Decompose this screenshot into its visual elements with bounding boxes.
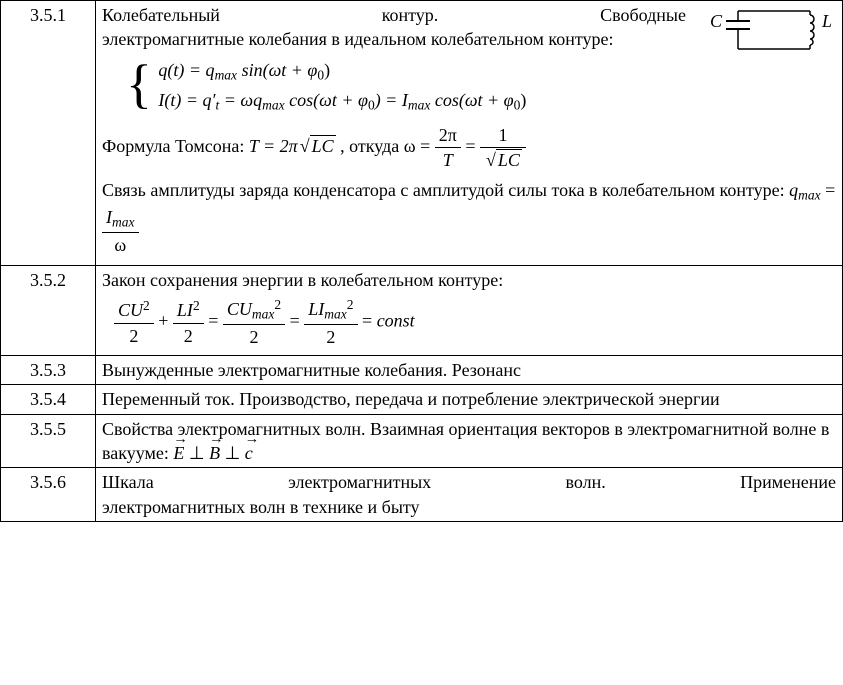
row-content: Шкала электромагнитных волн. Применение … — [96, 468, 843, 522]
thomson-formula: Формула Томсона: T = 2π√LC , откуда ω = … — [102, 123, 836, 173]
row-num: 3.5.6 — [1, 468, 96, 522]
row-content: Вынужденные электромагнитные колебания. … — [96, 356, 843, 385]
table-row: 3.5.5 Свойства электромагнитных волн. Вз… — [1, 414, 843, 468]
charge-equation: q(t) = qmax sin(ωt + φ0) — [158, 56, 526, 87]
row-num: 3.5.3 — [1, 356, 96, 385]
row-content: Свойства электромагнитных волн. Взаимная… — [96, 414, 843, 468]
text: Колебательный — [102, 3, 220, 27]
row-content: Переменный ток. Производство, передача и… — [96, 385, 843, 414]
row-num: 3.5.1 — [1, 1, 96, 266]
row-num: 3.5.2 — [1, 265, 96, 355]
physics-topics-table: 3.5.1 C L — [0, 0, 843, 522]
text: Связь амплитуды заряда конденсатора с ам… — [102, 180, 789, 200]
vector-perpendicular: E ⊥ B ⊥ c — [173, 443, 252, 463]
energy-conservation-title: Закон сохранения энергии в колебательном… — [102, 268, 836, 292]
amplitude-relation: Связь амплитуды заряда конденсатора с ам… — [102, 178, 836, 256]
current-equation: I(t) = q′t = ωqmax cos(ωt + φ0) = Imax c… — [158, 86, 526, 117]
text: Свободные — [600, 3, 686, 27]
energy-conservation-formula: CU22 + LI22 = CUmax22 = LImax22 = const — [114, 296, 836, 349]
text-line1: Шкала электромагнитных волн. Применение — [102, 470, 836, 494]
row-num: 3.5.4 — [1, 385, 96, 414]
text: контур. — [382, 3, 439, 27]
table-row: 3.5.6 Шкала электромагнитных волн. Приме… — [1, 468, 843, 522]
inductor-label: L — [821, 11, 832, 31]
table-row: 3.5.1 C L — [1, 1, 843, 266]
table-row: 3.5.4 Переменный ток. Производство, пере… — [1, 385, 843, 414]
text-line2: электромагнитных волн в технике и быту — [102, 495, 836, 519]
text: Формула Томсона: — [102, 136, 249, 156]
table-row: 3.5.3 Вынужденные электромагнитные колеб… — [1, 356, 843, 385]
table-row: 3.5.2 Закон сохранения энергии в колебат… — [1, 265, 843, 355]
text: , откуда ω = — [340, 136, 435, 156]
oscillation-equations: { q(t) = qmax sin(ωt + φ0) I(t) = q′t = … — [126, 56, 836, 117]
row-content: Закон сохранения энергии в колебательном… — [96, 265, 843, 355]
lc-circuit-diagram: C L — [700, 5, 836, 61]
row-content: C L Колебательный — [96, 1, 843, 266]
capacitor-label: C — [710, 11, 723, 31]
row-num: 3.5.5 — [1, 414, 96, 468]
